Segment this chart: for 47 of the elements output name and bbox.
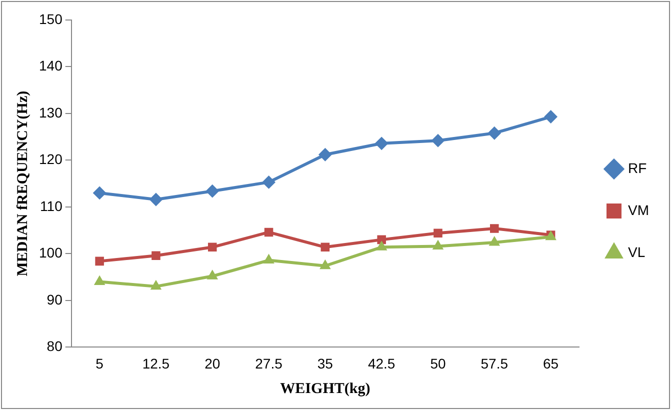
y-tick-label: 100 [39,244,63,261]
point [377,235,386,244]
legend-label: VL [628,244,646,260]
y-tick-label: 130 [39,104,63,120]
y-tick-label: 150 [39,10,63,27]
point [208,242,217,252]
point [488,126,501,140]
y-axis-title: MEDIAN fREQUENCY(Hz) [14,90,31,276]
x-tick-label: 65 [543,355,559,372]
point [544,110,558,124]
x-tick-label: 5 [96,355,104,372]
point [207,270,218,280]
point [152,251,160,260]
point [206,184,219,198]
point [434,228,442,238]
point [95,256,104,266]
point [264,228,274,237]
point [432,240,444,250]
point [262,176,276,189]
x-tick-label: 12.5 [142,355,170,372]
point [149,192,162,206]
point [318,148,332,162]
point [431,134,444,148]
y-tick-label: 120 [39,151,63,168]
x-axis-title: WEIGHT(kg) [280,380,370,397]
x-tick-label: 57.5 [480,355,508,372]
point [93,186,106,200]
legend-label: VM [628,202,649,218]
x-tick-label: 20 [204,355,220,372]
x-tick-label: 50 [430,355,446,372]
point [320,242,330,252]
point [320,260,330,270]
point [490,224,499,233]
point [150,280,162,290]
point [489,236,500,246]
point [375,136,388,150]
x-tick-label: 35 [317,355,334,372]
y-tick-label: 80 [46,338,63,354]
y-tick-label: 110 [40,198,63,214]
point [94,276,105,286]
legend-label: RF [628,160,647,176]
x-tick-label: 42.5 [368,355,396,372]
y-tick-label: 90 [46,291,63,308]
point [376,241,387,250]
point [264,254,274,264]
y-tick-label: 140 [39,58,63,74]
x-tick-label: 27.5 [255,355,283,372]
